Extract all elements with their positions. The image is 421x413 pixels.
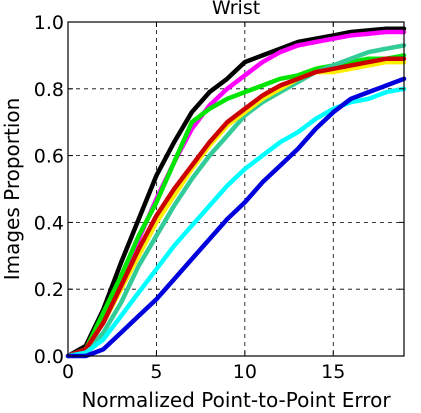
y-tick-label: 0.4: [34, 212, 64, 234]
y-tick-label: 0.0: [34, 346, 64, 368]
series-line-8: [65, 76, 407, 359]
y-tick-label: 0.6: [34, 146, 64, 168]
series-line-3: [65, 53, 407, 359]
x-tick-label: 0: [62, 361, 74, 383]
grid: [68, 22, 404, 356]
y-tick-label: 1.0: [34, 12, 64, 34]
series-line-6: [65, 56, 407, 359]
series-layer: [65, 26, 407, 359]
x-tick-label: 5: [150, 361, 162, 383]
chart-title: Wrist: [212, 0, 260, 19]
y-axis-label: Images Proportion: [0, 98, 24, 281]
ticks: 0 5 10 15 0.0 0.2 0.4 0.6 0.8 1.0: [34, 12, 404, 383]
y-tick-label: 0.2: [34, 279, 64, 301]
y-tick-label: 0.8: [34, 79, 64, 101]
series-line-1: [65, 26, 407, 359]
series-line-4: [65, 43, 407, 359]
x-tick-label: 10: [233, 361, 257, 383]
x-tick-label: 15: [321, 361, 345, 383]
x-axis-label: Normalized Point-to-Point Error: [81, 388, 391, 412]
plot-frame: [67, 21, 405, 357]
